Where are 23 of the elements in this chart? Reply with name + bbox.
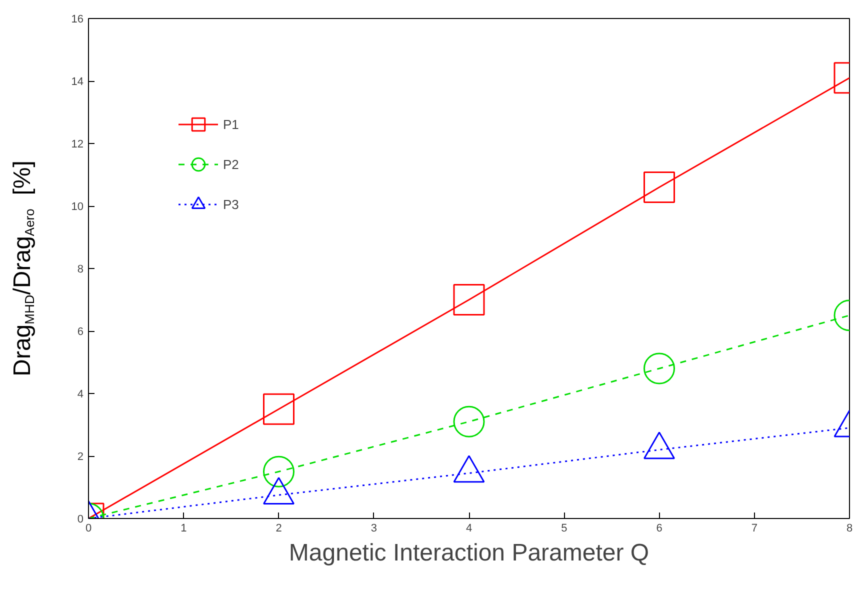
y-tick-label: 0 [77,514,84,526]
x-tick-label: 6 [656,522,662,534]
y-tick-label: 2 [77,451,84,463]
y-tick-label: 12 [71,138,84,150]
x-tick-label: 4 [466,522,472,534]
legend-label: P3 [223,196,240,212]
y-tick-label: 16 [71,14,84,26]
legend-label: P1 [223,116,240,132]
y-tick-label: 8 [77,264,84,276]
x-axis-title: Magnetic Interaction Parameter Q [288,540,650,566]
x-tick-label: 7 [751,522,758,534]
x-tick-label: 1 [180,522,187,534]
legend-label: P2 [223,156,240,172]
x-tick-label: 5 [561,522,568,534]
y-tick-label: 14 [71,76,84,88]
y-tick-label: 4 [77,388,84,400]
y-tick-label: 6 [77,326,84,338]
y-tick-label: 10 [71,201,84,213]
y-axis-title: DragMHD/DragAero [%] [9,160,37,376]
x-tick-label: 0 [85,522,92,534]
x-tick-label: 3 [370,522,377,534]
x-tick-label: 2 [276,522,282,534]
x-tick-label: 8 [846,522,853,534]
